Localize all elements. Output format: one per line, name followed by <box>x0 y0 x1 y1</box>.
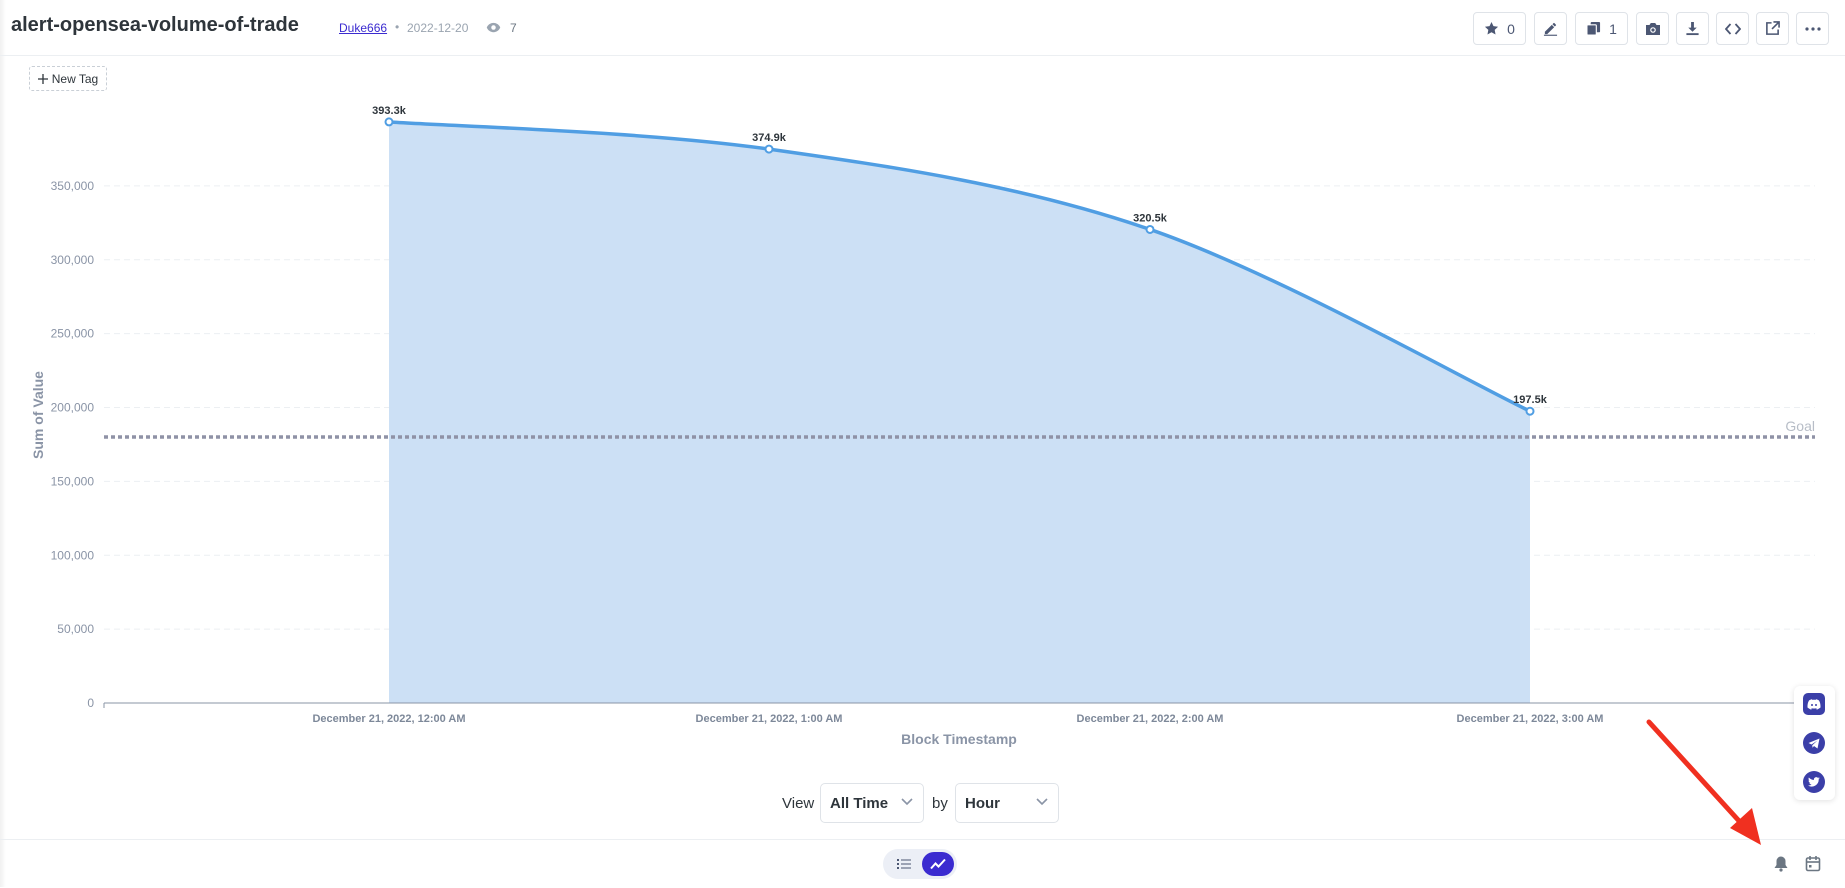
data-point <box>1145 224 1155 234</box>
granularity-value: Hour <box>965 794 1000 812</box>
share-button[interactable] <box>1756 12 1789 45</box>
area-fill-layer <box>389 121 1530 704</box>
footer-bar <box>0 839 1845 888</box>
download-button[interactable] <box>1676 12 1709 45</box>
y-tick-label: 350,000 <box>51 179 95 193</box>
y-tick-label: 50,000 <box>57 622 94 636</box>
external-link-icon <box>1766 21 1780 35</box>
duplicate-button[interactable]: 1 <box>1575 12 1628 45</box>
area-chart: 0 50,000 100,000 150,000 200,000 250,000 300,0… <box>30 105 1815 747</box>
y-tick-label: 300,000 <box>51 253 95 267</box>
calendar-button[interactable] <box>1805 855 1821 872</box>
display-toggle <box>883 849 957 879</box>
x-tick-label: December 21, 2022, 1:00 AM <box>696 713 843 725</box>
more-button[interactable] <box>1796 12 1829 45</box>
telegram-icon <box>1808 738 1820 748</box>
list-icon <box>897 859 911 869</box>
y-axis-title: Sum of Value <box>30 371 46 459</box>
author-link[interactable]: Duke666 <box>339 21 388 35</box>
new-tag-label: New Tag <box>51 71 99 86</box>
data-label: 320.5k <box>1133 212 1168 224</box>
twitter-button[interactable] <box>1803 771 1825 793</box>
data-point <box>384 117 394 127</box>
data-labels: 393.3k 374.9k 320.5k 197.5k <box>372 105 1548 406</box>
data-point <box>1525 406 1535 416</box>
series-line <box>388 120 1531 413</box>
page-title: alert-opensea-volume-of-trade <box>11 14 299 36</box>
x-tick-label: December 21, 2022, 3:00 AM <box>1457 713 1604 725</box>
question-header: alert-opensea-volume-of-trade Duke666 • … <box>0 0 1845 56</box>
data-label: 393.3k <box>372 105 407 117</box>
duplicate-icon <box>1586 21 1601 36</box>
chevron-down-icon <box>901 798 913 806</box>
alert-bell-button[interactable] <box>1773 855 1789 872</box>
y-tick-label: 100,000 <box>51 548 95 562</box>
x-axis-title: Block Timestamp <box>901 731 1017 747</box>
view-period-value: All Time <box>830 794 889 812</box>
y-tick-label: 250,000 <box>51 327 95 341</box>
page-edge-shadow <box>0 0 6 887</box>
new-tag-button[interactable]: New Tag <box>29 66 107 91</box>
view-label: View <box>782 795 815 812</box>
line-chart-icon <box>930 858 946 870</box>
camera-icon <box>1645 22 1660 35</box>
discord-button[interactable] <box>1803 693 1825 715</box>
meta-separator: • <box>395 20 400 34</box>
star-button[interactable]: 0 <box>1473 12 1526 45</box>
created-date: 2022-12-20 <box>407 21 469 35</box>
chart-view-button[interactable] <box>922 852 954 876</box>
twitter-icon <box>1808 777 1820 787</box>
view-period-select[interactable]: All Time <box>820 783 924 823</box>
series-line-layer <box>388 120 1531 413</box>
x-tick-label: December 21, 2022, 2:00 AM <box>1077 713 1224 725</box>
y-tick-label: 150,000 <box>51 474 95 488</box>
edit-button[interactable] <box>1534 12 1567 45</box>
axes: 0 50,000 100,000 150,000 200,000 250,000 300,0… <box>51 179 1815 725</box>
table-view-button[interactable] <box>889 853 919 875</box>
x-tick-label: December 21, 2022, 12:00 AM <box>312 713 465 725</box>
duplicate-count: 1 <box>1609 20 1617 37</box>
screenshot-button[interactable] <box>1636 12 1669 45</box>
download-icon <box>1686 21 1699 36</box>
telegram-button[interactable] <box>1803 732 1825 754</box>
star-count: 0 <box>1507 20 1515 37</box>
goal-label: Goal <box>1785 418 1815 434</box>
area-fill <box>389 121 1530 704</box>
data-points <box>384 117 1535 416</box>
view-count: 7 <box>510 21 517 35</box>
data-point <box>764 144 774 154</box>
discord-icon <box>1807 698 1821 710</box>
plus-icon <box>37 73 48 84</box>
star-icon <box>1485 21 1499 35</box>
y-tick-label: 200,000 <box>51 401 95 415</box>
granularity-select[interactable]: Hour <box>955 783 1059 823</box>
code-icon <box>1724 22 1741 35</box>
y-tick-label: 0 <box>87 696 94 710</box>
ellipsis-icon <box>1804 26 1821 31</box>
by-label: by <box>932 795 948 812</box>
pencil-icon <box>1543 22 1558 36</box>
social-share-bar <box>1794 686 1835 800</box>
chevron-down-icon <box>1036 798 1048 806</box>
embed-button[interactable] <box>1716 12 1749 45</box>
data-label: 197.5k <box>1513 394 1548 406</box>
eye-icon <box>486 22 501 33</box>
data-label: 374.9k <box>752 132 787 144</box>
